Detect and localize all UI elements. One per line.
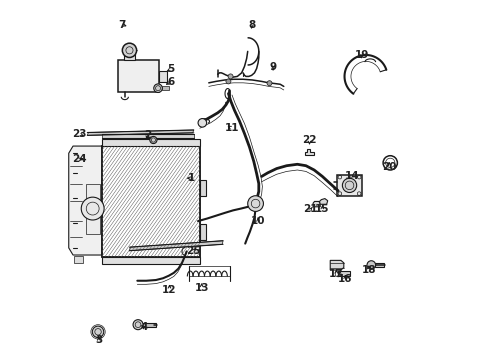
Text: 1: 1 — [187, 173, 195, 183]
Text: 21: 21 — [303, 204, 317, 214]
Circle shape — [149, 136, 157, 144]
Text: 18: 18 — [361, 265, 375, 275]
Text: 13: 13 — [194, 283, 208, 293]
Text: 3: 3 — [95, 335, 102, 345]
Text: 16: 16 — [337, 274, 352, 284]
Text: 19: 19 — [354, 50, 368, 60]
Bar — [118, 60, 159, 93]
Text: 15: 15 — [314, 204, 329, 214]
Circle shape — [342, 178, 356, 193]
Bar — [200, 224, 206, 240]
Text: 24: 24 — [72, 154, 86, 164]
Polygon shape — [329, 260, 343, 270]
Bar — [102, 134, 193, 138]
Bar — [74, 256, 82, 263]
Bar — [102, 146, 200, 257]
Bar — [337, 271, 349, 276]
Polygon shape — [87, 130, 193, 135]
Text: 6: 6 — [167, 77, 175, 87]
Text: 23: 23 — [72, 129, 86, 139]
Bar — [124, 54, 135, 60]
Circle shape — [366, 261, 375, 269]
Text: 12: 12 — [162, 285, 176, 295]
Bar — [374, 263, 383, 267]
Polygon shape — [69, 146, 102, 255]
Bar — [85, 184, 100, 234]
Bar — [162, 86, 169, 90]
Text: 17: 17 — [328, 269, 343, 279]
Text: 14: 14 — [344, 171, 358, 181]
Text: 20: 20 — [381, 162, 396, 172]
Circle shape — [81, 197, 104, 220]
Bar — [102, 139, 200, 146]
Bar — [142, 323, 155, 327]
Bar — [337, 175, 361, 196]
Circle shape — [227, 74, 233, 79]
Text: 9: 9 — [269, 62, 276, 72]
Polygon shape — [319, 199, 327, 204]
Circle shape — [122, 43, 136, 58]
Circle shape — [133, 320, 143, 330]
Text: 25: 25 — [186, 246, 201, 256]
Circle shape — [198, 118, 206, 127]
Circle shape — [225, 79, 230, 84]
Polygon shape — [129, 241, 223, 251]
Circle shape — [153, 84, 162, 93]
Polygon shape — [304, 149, 313, 155]
Text: 10: 10 — [250, 216, 265, 226]
Circle shape — [266, 81, 271, 86]
Circle shape — [92, 326, 103, 338]
Bar — [200, 180, 206, 196]
Text: 8: 8 — [247, 19, 255, 30]
Bar — [102, 146, 200, 257]
Text: 2: 2 — [143, 130, 151, 140]
Text: 4: 4 — [140, 322, 147, 332]
Circle shape — [247, 196, 263, 211]
Text: 7: 7 — [119, 19, 126, 30]
Text: 22: 22 — [302, 135, 316, 145]
Bar — [159, 71, 166, 82]
Text: 5: 5 — [167, 64, 175, 74]
Bar — [102, 257, 200, 264]
Polygon shape — [312, 202, 320, 207]
Text: 11: 11 — [224, 123, 239, 133]
